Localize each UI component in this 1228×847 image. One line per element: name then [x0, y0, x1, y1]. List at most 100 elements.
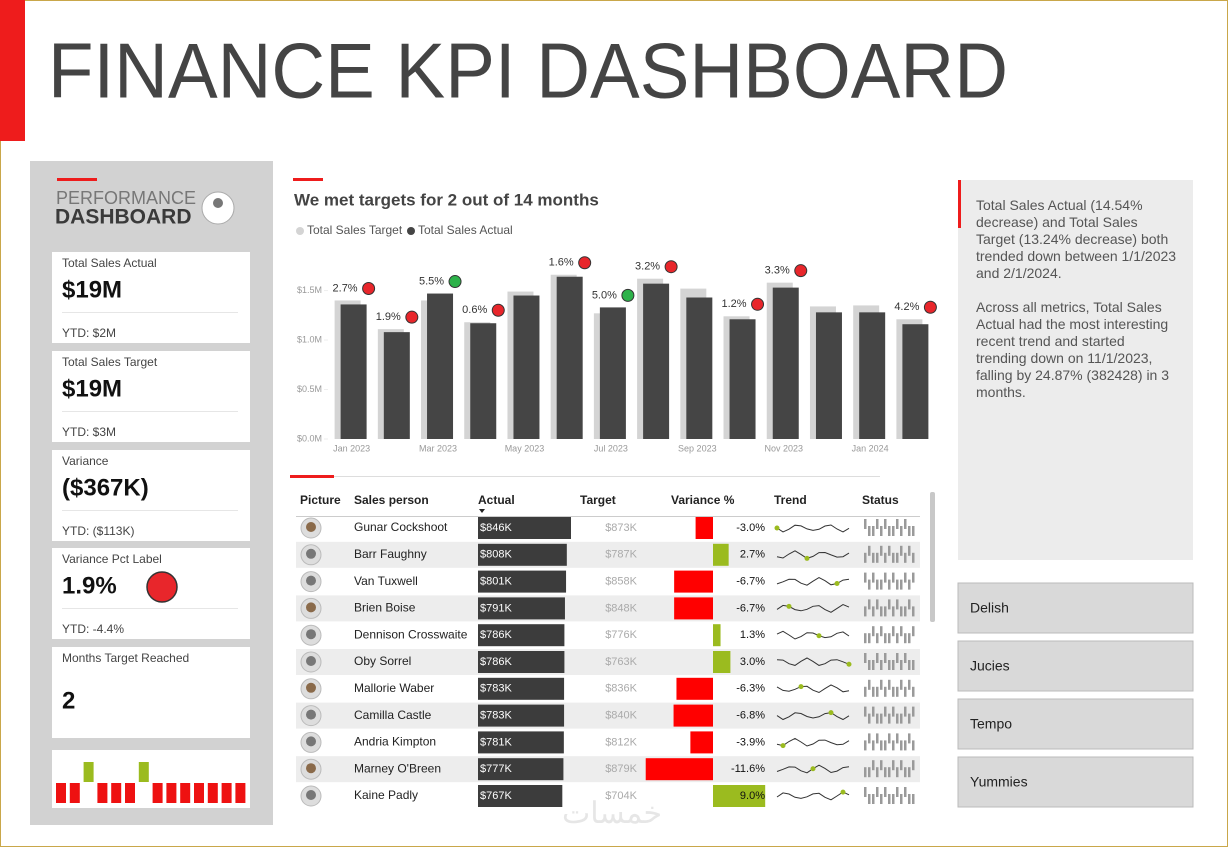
status-tick — [872, 572, 875, 583]
variance-label: 2.7% — [740, 549, 765, 561]
y-tick-label: $0.0M — [297, 433, 322, 443]
column-header: Status — [862, 493, 899, 507]
kpi-card — [52, 252, 250, 343]
status-tick — [892, 760, 895, 771]
kpi-value: ($367K) — [62, 474, 149, 501]
slicer-button[interactable] — [957, 756, 1194, 808]
kpi-label: Variance — [62, 454, 109, 468]
kpi-label: Total Sales Actual — [62, 256, 157, 270]
column-header: Actual — [478, 493, 515, 507]
sales-person: Gunar Cockshoot — [354, 520, 448, 534]
kpi-label: Total Sales Target — [62, 355, 158, 369]
status-tick — [896, 519, 899, 529]
status-tick — [896, 686, 899, 697]
status-tick — [880, 794, 883, 804]
slicer-label[interactable]: Yummies — [970, 774, 1028, 790]
status-tick — [880, 740, 883, 751]
target-label: $787K — [605, 549, 637, 561]
watermark: خمسات — [562, 797, 662, 830]
trend-sparkline — [776, 737, 850, 747]
status-dot — [146, 571, 178, 603]
status-tick — [892, 606, 895, 617]
sales-person: Camilla Castle — [354, 708, 432, 722]
status-tick — [876, 519, 879, 529]
status-tick — [864, 633, 867, 644]
kpi-card — [52, 450, 250, 541]
status-tick — [896, 733, 899, 744]
avatar-face — [306, 629, 316, 640]
status-tick — [904, 653, 907, 663]
status-tick — [872, 794, 875, 804]
variance-bar — [713, 785, 766, 807]
target-label: $836K — [605, 683, 637, 695]
legend-marker — [407, 227, 415, 235]
actual-bar — [478, 785, 563, 807]
slicer-label[interactable]: Jucies — [970, 658, 1010, 674]
status-tick — [876, 787, 879, 797]
variance-label: -6.7% — [736, 602, 765, 614]
status-tick — [880, 679, 883, 690]
month-status — [69, 783, 80, 803]
status-tick — [912, 794, 915, 804]
target-label: $840K — [605, 710, 637, 722]
sales-person: Van Tuxwell — [354, 574, 418, 588]
kpi-value: $19M — [62, 276, 122, 303]
kpi-divider — [62, 411, 238, 412]
variance-label: -3.9% — [736, 736, 765, 748]
slicer-button[interactable] — [957, 582, 1194, 634]
x-tick-label: Jan 2024 — [852, 443, 889, 453]
slicer-button[interactable] — [957, 698, 1194, 750]
status-tick — [908, 679, 911, 690]
status-tick — [864, 686, 867, 697]
data-label: 5.0% — [592, 289, 617, 301]
trend-highlight — [816, 633, 822, 639]
trend-highlight — [846, 661, 852, 667]
sales-person: Mallorie Waber — [354, 681, 434, 695]
logo-badge — [213, 198, 223, 208]
kpi-card — [52, 647, 250, 738]
avatar-face — [306, 575, 316, 586]
actual-label: $846K — [480, 522, 512, 534]
variance-bar — [676, 677, 713, 700]
status-tick — [868, 713, 871, 724]
actual-label: $786K — [480, 656, 512, 668]
x-tick-label: Jul 2023 — [594, 443, 628, 453]
status-tick — [888, 599, 891, 610]
insights-panel — [958, 180, 1193, 560]
column-header: Sales person — [354, 493, 429, 507]
slicer-label[interactable]: Delish — [970, 600, 1009, 616]
data-label: 2.7% — [333, 282, 358, 294]
column-header: Variance % — [671, 493, 735, 507]
slicer-button[interactable] — [957, 640, 1194, 692]
status-tick — [896, 653, 899, 663]
status-tick — [868, 767, 871, 778]
status-tick — [864, 653, 867, 663]
avatar-face — [306, 548, 316, 559]
status-tick — [892, 794, 895, 804]
status-tick — [868, 679, 871, 690]
actual-bar — [478, 597, 565, 620]
variance-marker — [751, 297, 765, 311]
kpi-divider — [62, 608, 238, 609]
scrollbar[interactable] — [930, 492, 935, 622]
status-tick — [908, 794, 911, 804]
row-band — [296, 702, 920, 729]
kpi-ytd: YTD: ($113K) — [62, 524, 134, 538]
actual-label: $786K — [480, 629, 512, 641]
status-tick — [868, 526, 871, 536]
legend-label: Total Sales Target — [307, 223, 403, 237]
slicer-label[interactable]: Tempo — [970, 716, 1012, 732]
status-tick — [896, 713, 899, 724]
data-label: 5.5% — [419, 275, 444, 287]
status-tick — [864, 572, 867, 583]
avatar-face — [306, 763, 316, 774]
data-label: 1.2% — [721, 298, 746, 310]
month-status — [56, 783, 66, 803]
trend-sparkline — [776, 791, 850, 801]
status-tick — [908, 713, 911, 724]
status-tick — [912, 606, 915, 617]
bar — [902, 324, 929, 439]
status-tick — [892, 526, 895, 536]
avatar-face — [306, 736, 316, 747]
target-label: $812K — [605, 736, 637, 748]
